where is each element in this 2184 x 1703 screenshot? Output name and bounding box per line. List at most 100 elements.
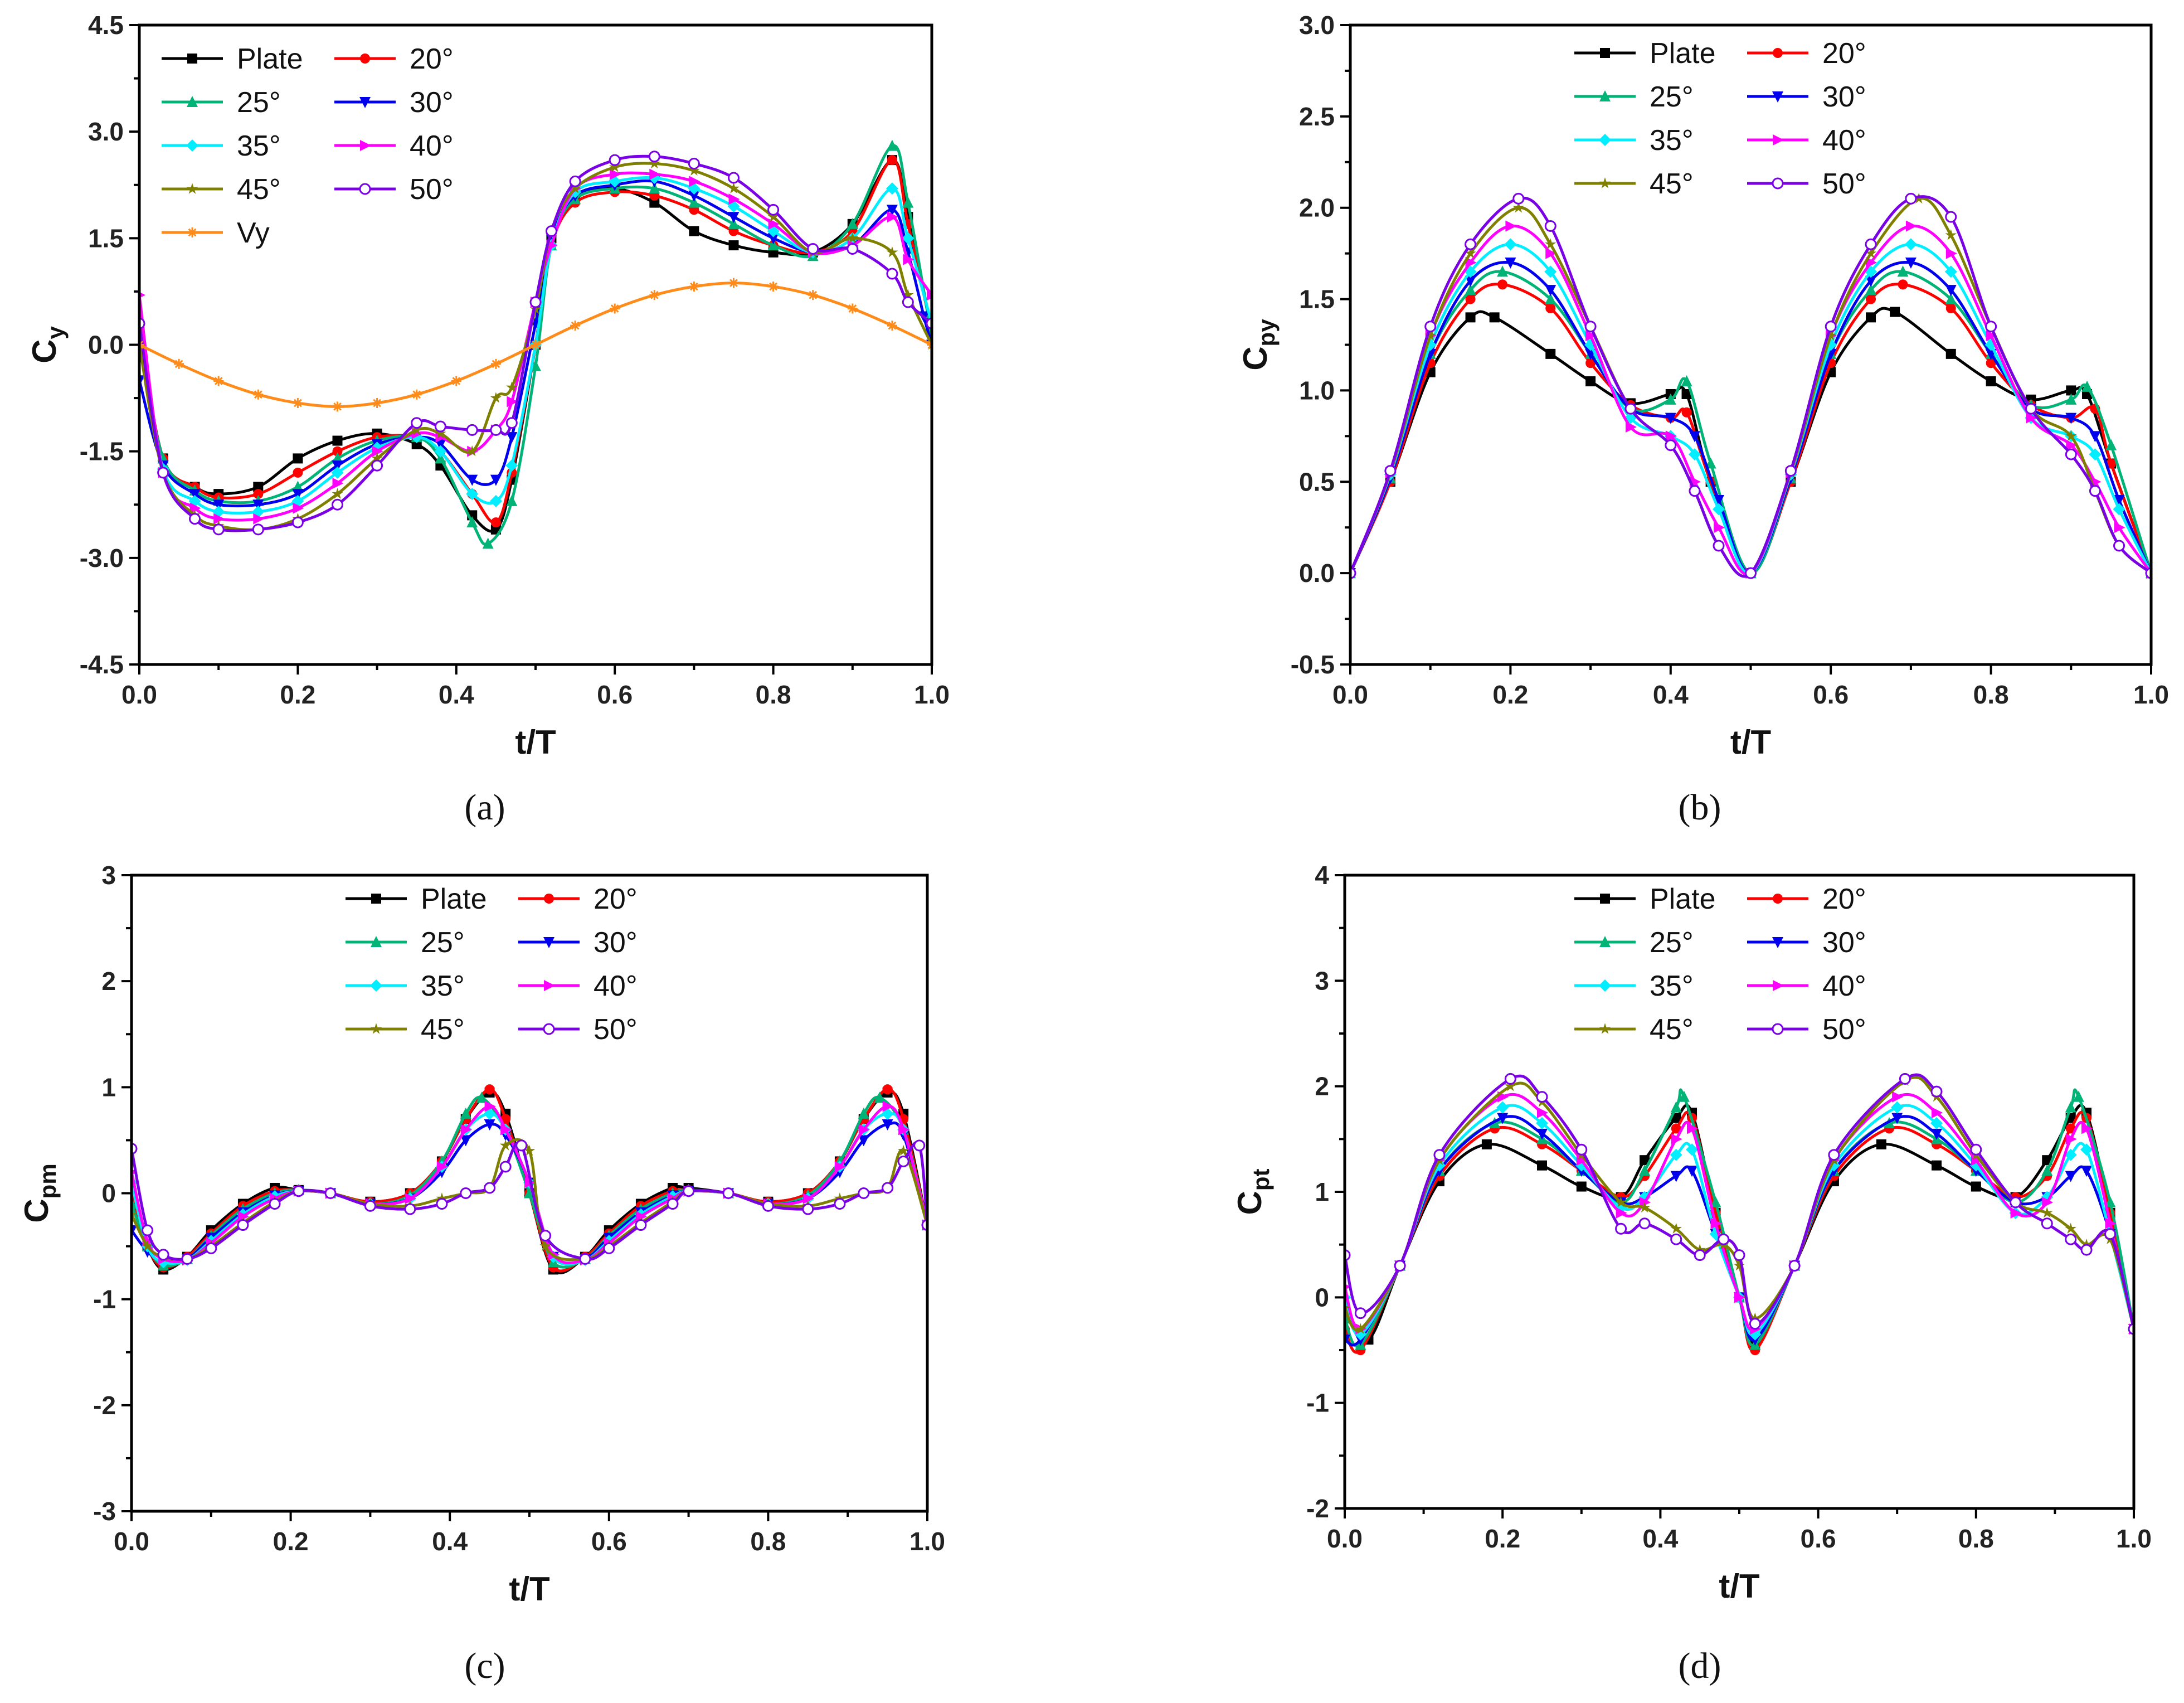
data-point-40deg (293, 502, 304, 514)
legend-label: 30° (410, 86, 454, 119)
x-tick-label: 1.0 (2133, 680, 2169, 709)
data-point-50deg (886, 268, 898, 280)
legend-marker (359, 97, 371, 108)
data-point-50deg (293, 1185, 305, 1197)
data-point-25deg (728, 217, 740, 229)
data-point-plate (1585, 376, 1596, 387)
data-point-30deg (490, 474, 502, 486)
y-tick-label: -3 (93, 1497, 116, 1526)
y-axis-label: Cpm (18, 1163, 61, 1222)
legend-item-45deg: 45° (1574, 168, 1694, 200)
data-point-50deg (1433, 1149, 1446, 1161)
series-line-50deg (1345, 1073, 2134, 1330)
legend-item-plate: Plate (1574, 37, 1716, 70)
legend-item-20deg: 20° (1747, 883, 1866, 915)
data-point-45deg (1355, 1323, 1366, 1334)
data-point-30deg (2065, 413, 2077, 424)
x-tick-label: 0.0 (1332, 680, 1368, 709)
data-point-45deg (1749, 1312, 1761, 1323)
data-point-40deg (2114, 522, 2125, 533)
data-point-20deg (1866, 294, 1876, 304)
data-point-25deg (2104, 1196, 2116, 1207)
legend-marker (359, 183, 371, 195)
data-point-50deg (237, 1219, 249, 1231)
data-point-50deg (667, 1198, 679, 1210)
data-point-vy (451, 376, 461, 386)
data-point-45deg (1670, 1222, 1682, 1234)
data-point-50deg (269, 1198, 281, 1210)
data-point-45deg (1465, 247, 1476, 259)
legend-label: 40° (594, 970, 638, 1002)
data-point-45deg (435, 428, 446, 439)
data-point-50deg (1970, 1143, 1982, 1156)
data-point-25deg (2105, 439, 2117, 450)
data-point-50deg (1424, 321, 1437, 333)
data-point-20deg (1497, 279, 1508, 290)
data-point-20deg (1465, 294, 1476, 304)
data-point-25deg (858, 1107, 869, 1119)
data-point-25deg (2073, 1090, 2084, 1102)
legend-label: 30° (1822, 81, 1866, 113)
legend-marker (1600, 48, 1610, 58)
data-point-20deg (1681, 407, 1692, 418)
data-point-50deg (2089, 485, 2101, 497)
data-point-50deg (157, 467, 169, 479)
x-tick-label: 1.0 (2116, 1524, 2152, 1553)
data-point-40deg (1625, 421, 1637, 433)
legend-marker (1772, 1023, 1784, 1035)
data-point-50deg (1689, 485, 1701, 497)
legend-item-35deg: 35° (346, 970, 465, 1002)
legend-item-20deg: 20° (518, 883, 638, 915)
data-point-50deg (1985, 321, 1997, 333)
data-point-vy (689, 281, 699, 292)
y-tick-label: 3 (1315, 966, 1329, 995)
data-point-40deg (2065, 1133, 2077, 1145)
data-point-40deg (689, 176, 701, 187)
data-point-50deg (807, 242, 819, 255)
data-point-50deg (545, 225, 557, 237)
data-point-35deg (1536, 1117, 1548, 1129)
series-line-20deg (1350, 283, 2151, 575)
data-point-40deg (1710, 1217, 1722, 1229)
data-point-25deg (847, 217, 858, 229)
data-point-50deg (1638, 1217, 1651, 1230)
data-point-50deg (2065, 1233, 2077, 1245)
data-point-50deg (834, 1198, 846, 1210)
y-tick-label: 0.0 (88, 331, 124, 360)
y-tick-label: -3.0 (80, 544, 124, 572)
data-point-25deg (767, 239, 779, 251)
data-point-30deg (484, 1119, 495, 1131)
x-tick-label: 0.6 (591, 1527, 627, 1556)
data-point-vy (728, 278, 739, 288)
data-point-50deg (434, 420, 446, 433)
data-point-plate (2066, 385, 2076, 396)
legend-marker (371, 936, 382, 947)
legend-marker (1773, 980, 1784, 991)
legend-marker (544, 980, 555, 991)
data-point-30deg (213, 499, 225, 511)
data-point-45deg (332, 488, 343, 499)
legend-marker (1772, 177, 1784, 190)
data-point-plate (1489, 312, 1500, 323)
data-point-45deg (523, 1144, 536, 1156)
data-point-40deg (649, 168, 661, 180)
data-point-vy (610, 303, 620, 314)
data-point-40deg (2066, 439, 2078, 451)
data-point-25deg (2041, 1165, 2053, 1176)
data-point-30deg (1536, 1128, 1548, 1140)
data-point-45deg (902, 289, 914, 300)
legend-label: 45° (1650, 168, 1694, 200)
data-point-45deg (834, 1192, 846, 1204)
series-line-40deg (1345, 1093, 2134, 1332)
legend-label: 20° (1822, 883, 1866, 915)
data-point-25deg (688, 196, 700, 208)
data-point-plate (1681, 389, 1692, 399)
data-point-20deg (253, 489, 264, 499)
legend-label: Plate (1650, 883, 1716, 915)
data-point-plate (1876, 1139, 1886, 1149)
legend-label: Plate (1650, 37, 1716, 70)
data-point-30deg (1945, 285, 1957, 297)
data-point-25deg (466, 516, 478, 528)
y-axis-label: Cpt (1231, 1169, 1274, 1215)
data-point-20deg (887, 155, 897, 166)
